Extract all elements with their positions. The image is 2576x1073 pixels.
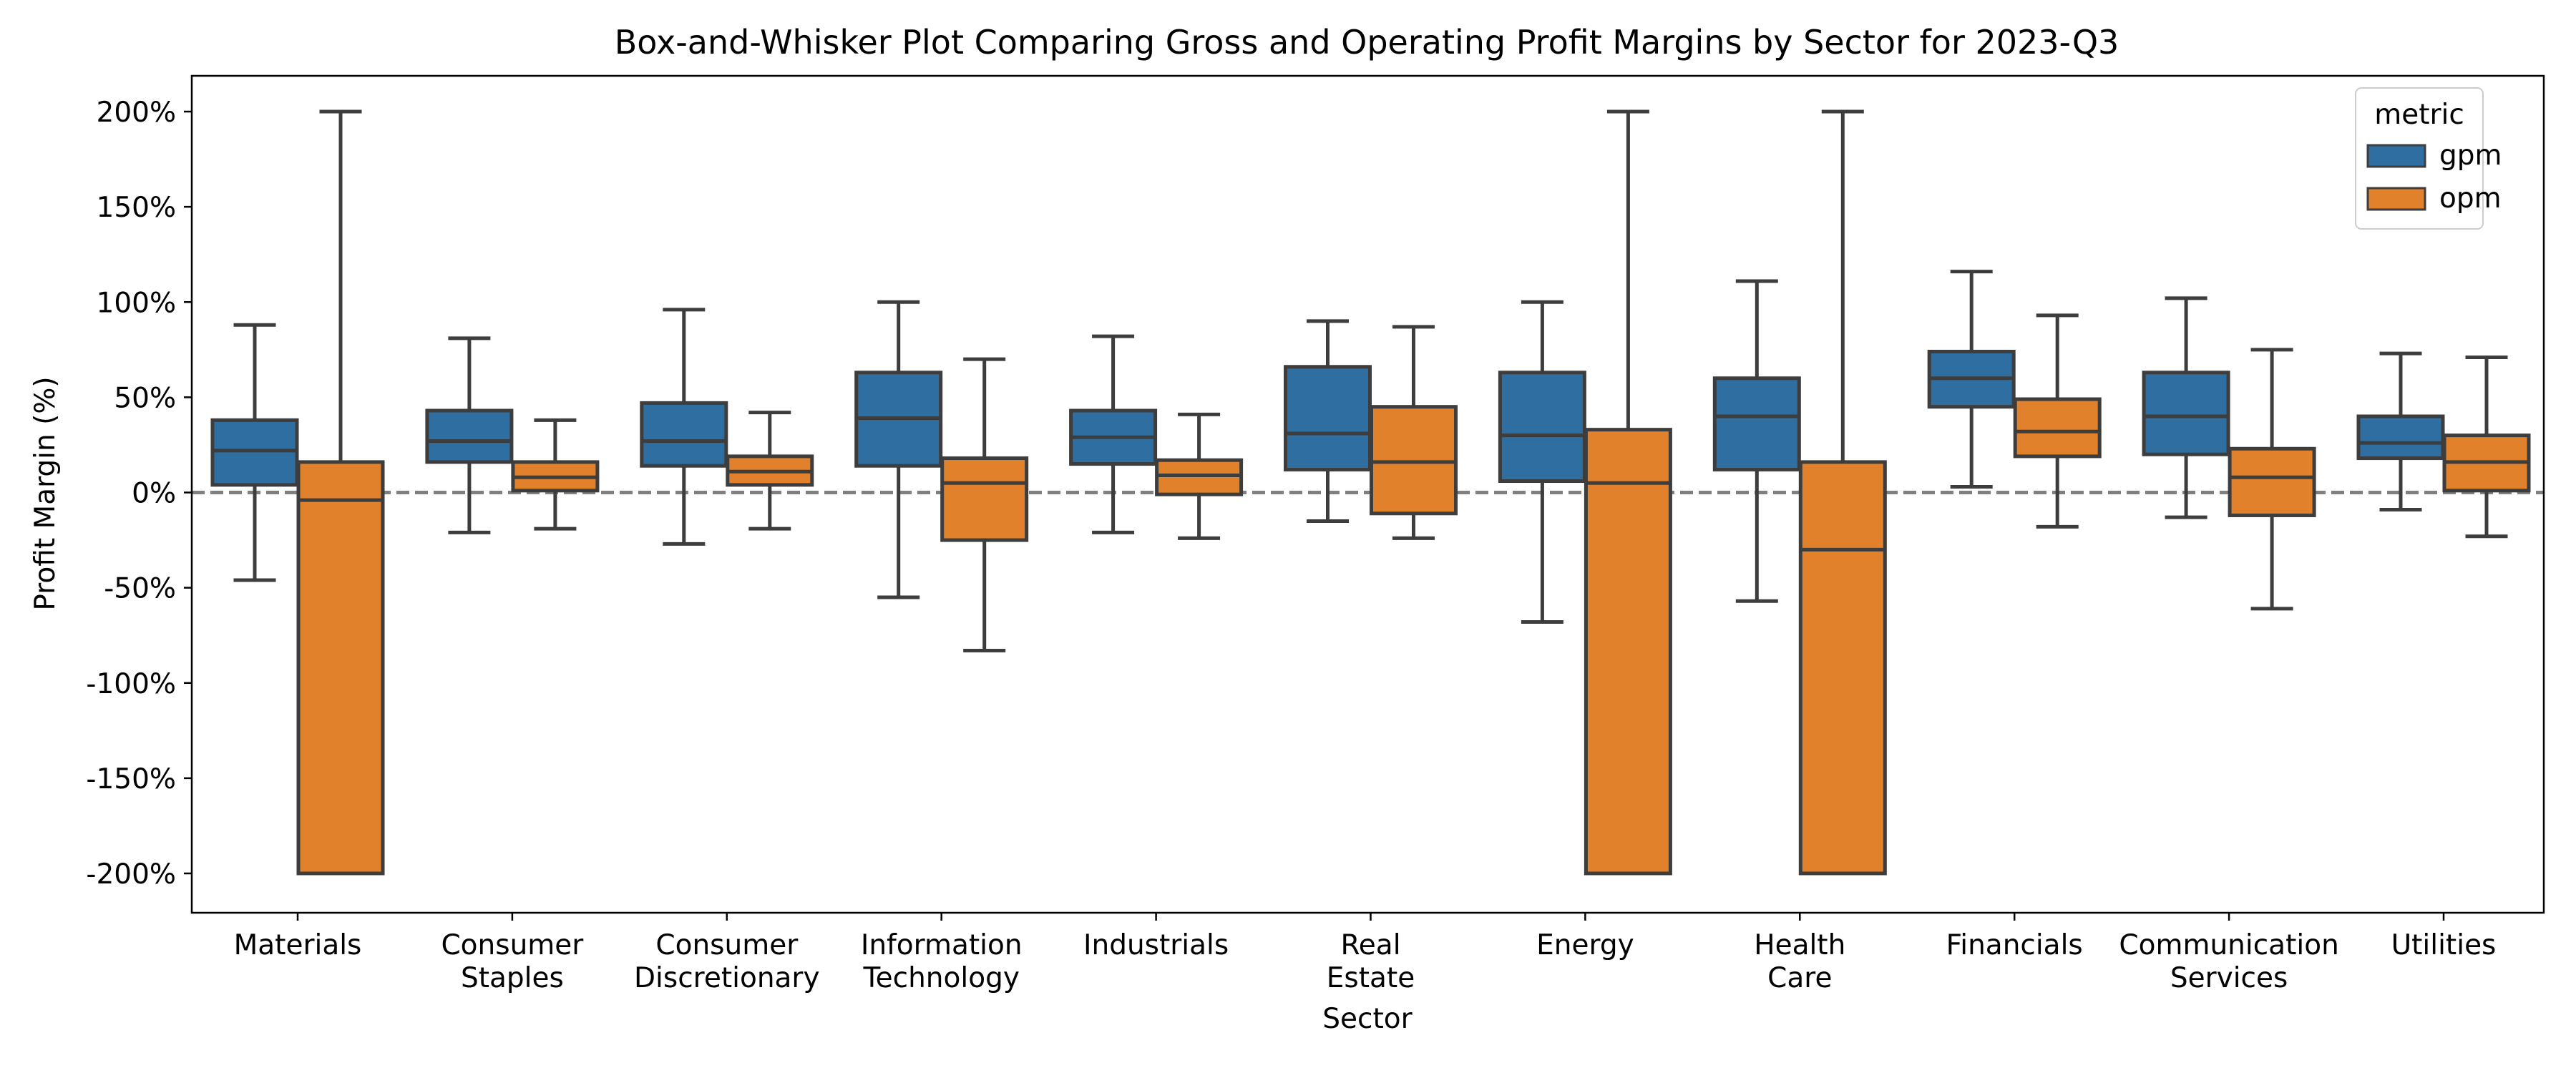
box-opm-10 (2442, 355, 2531, 539)
iqr-box (1584, 428, 1672, 876)
box-opm-3 (940, 357, 1029, 652)
plot-area-frame (190, 74, 2545, 914)
box-gpm-3 (854, 300, 943, 599)
iqr-box (940, 456, 1029, 542)
box-gpm-9 (2142, 296, 2230, 519)
iqr-box (1284, 365, 1372, 472)
iqr-box (2356, 414, 2445, 461)
box-gpm-7 (1712, 279, 1801, 603)
x-tick-label: Services (2170, 962, 2288, 994)
x-tick-label: Discretionary (634, 962, 820, 994)
y-tick-label: -50% (104, 573, 176, 605)
y-tick-label: -100% (86, 668, 176, 700)
box-gpm-0 (210, 323, 299, 582)
y-tick-label: 150% (97, 192, 177, 224)
legend-swatch-opm (2366, 187, 2426, 211)
box-gpm-6 (1498, 300, 1586, 624)
y-tick-label: 200% (97, 97, 177, 129)
x-tick-label: Materials (234, 929, 362, 961)
x-tick-label: Consumer (655, 929, 799, 961)
iqr-box (2228, 446, 2316, 517)
box-gpm-2 (640, 308, 728, 546)
box-opm-8 (2013, 313, 2102, 529)
chart-title: Box-and-Whisker Plot Comparing Gross and… (615, 23, 2119, 62)
legend-swatch-gpm (2366, 144, 2426, 168)
x-axis: Materials ConsumerStaplesConsumerDiscreti… (234, 913, 2497, 994)
box-opm-9 (2228, 348, 2316, 611)
box-opm-4 (1155, 412, 1244, 540)
y-grid-and-ticks: 200% 150% 100% 50% 0% -50% -100% -150% -200% (86, 97, 192, 891)
box-opm-0 (296, 109, 385, 876)
x-tick-label: Health (1754, 929, 1845, 961)
iqr-box (1155, 458, 1244, 496)
y-tick-label: 50% (114, 382, 176, 414)
box-gpm-4 (1069, 334, 1158, 534)
iqr-box (640, 401, 728, 468)
box-opm-6 (1584, 109, 1672, 876)
legend-label-gpm: gpm (2439, 139, 2502, 172)
boxes-layer (210, 109, 2531, 876)
iqr-box (296, 460, 385, 876)
x-tick-label: Financials (1946, 929, 2083, 961)
x-tick-label: Technology (862, 962, 1019, 994)
box-opm-5 (1370, 325, 1458, 540)
iqr-box (1370, 405, 1458, 516)
y-axis-label: Profit Margin (%) (29, 376, 62, 610)
y-tick-label: 100% (97, 287, 177, 319)
iqr-box (425, 408, 514, 464)
iqr-box (1712, 376, 1801, 472)
box-gpm-5 (1284, 319, 1372, 523)
iqr-box (1498, 371, 1586, 484)
x-tick-label: Communication (2119, 929, 2338, 961)
box-gpm-8 (1927, 270, 2016, 489)
box-opm-2 (726, 411, 814, 531)
iqr-box (2013, 397, 2102, 459)
x-tick-label: Real (1340, 929, 1400, 961)
x-axis-label: Sector (1322, 1003, 1413, 1035)
iqr-box (210, 418, 299, 487)
iqr-box (2142, 371, 2230, 456)
x-tick-label: Consumer (441, 929, 584, 961)
x-tick-label: Staples (461, 962, 564, 994)
legend-title: metric (2374, 99, 2464, 131)
x-tick-label: Estate (1327, 962, 1415, 994)
y-tick-label: 0% (132, 478, 176, 510)
box-opm-7 (1798, 109, 1887, 876)
x-tick-label: Care (1767, 962, 1832, 994)
x-tick-label: Energy (1536, 929, 1634, 961)
box-gpm-10 (2356, 351, 2445, 511)
x-tick-label: Utilities (2391, 929, 2497, 961)
box-gpm-1 (425, 336, 514, 534)
legend-label-opm: opm (2439, 182, 2502, 215)
y-tick-label: -150% (86, 763, 176, 795)
y-tick-label: -200% (86, 858, 176, 891)
box-opm-1 (511, 418, 600, 531)
x-tick-label: Information (861, 929, 1023, 961)
iqr-box (1798, 460, 1887, 876)
legend: metric gpm opm (2355, 87, 2502, 230)
x-tick-label: Industrials (1083, 929, 1229, 961)
